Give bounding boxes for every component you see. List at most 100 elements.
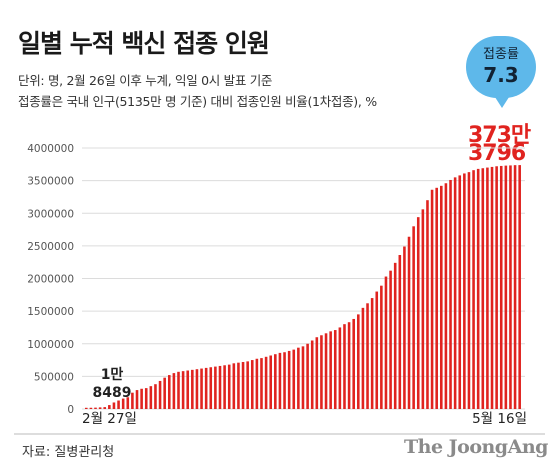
bar [384, 276, 388, 409]
bar [144, 388, 148, 409]
bar [154, 384, 157, 409]
bar [393, 262, 397, 409]
bar [499, 165, 503, 409]
bar [297, 347, 300, 409]
bar [310, 340, 314, 409]
bar [283, 352, 286, 409]
bar [329, 331, 332, 409]
bar [172, 373, 176, 409]
bar [181, 371, 185, 409]
bar [218, 365, 222, 409]
bar [149, 386, 153, 409]
bar [287, 350, 291, 409]
bar [403, 246, 406, 409]
y-tick-label: 0 [67, 404, 74, 416]
bar [440, 185, 443, 409]
bar [131, 392, 134, 409]
bar [453, 177, 457, 409]
bar [476, 168, 480, 409]
y-tick-label: 1500000 [27, 306, 74, 318]
bar [389, 270, 392, 409]
bar [366, 303, 369, 409]
bar [398, 255, 402, 409]
last-value-line2: 3796 [468, 141, 526, 166]
chart-subtitle-rate: 접종률은 국내 인구(5135만 명 기준) 대비 접종인원 비율(1차접종),… [18, 94, 377, 109]
bar [370, 298, 374, 409]
bar [292, 349, 296, 409]
brand-logo: The JoongAng [404, 436, 548, 458]
source-note: 자료: 질병관리청 [22, 445, 115, 460]
bar [301, 346, 305, 409]
bar [449, 179, 452, 409]
bubble-pointer [493, 94, 511, 108]
bar [315, 337, 319, 409]
bar [140, 388, 143, 409]
first-value-line2: 8489 [93, 385, 132, 401]
bar [223, 365, 226, 409]
bar [407, 236, 411, 409]
bar [191, 369, 194, 409]
bar [274, 354, 277, 409]
bar [412, 226, 415, 409]
bar [421, 209, 425, 409]
x-start-label: 2월 27일 [82, 411, 137, 427]
chart-title: 일별 누적 백신 접종 인원 [18, 29, 270, 58]
bar [214, 366, 217, 409]
bar [241, 362, 245, 409]
bar [209, 367, 213, 409]
bar [495, 166, 498, 409]
y-tick-label: 500000 [34, 371, 74, 383]
bar [333, 330, 337, 409]
bar [237, 362, 240, 409]
y-tick-label: 3000000 [27, 208, 74, 220]
vaccination-rate-label: 접종률 [483, 47, 519, 62]
bar [490, 166, 494, 409]
bar [416, 217, 420, 409]
bar [158, 380, 162, 409]
bar [458, 175, 462, 409]
bar [518, 165, 521, 409]
bar [167, 375, 171, 409]
bar [481, 168, 485, 409]
bar [343, 324, 346, 409]
vaccination-rate-value: 7.3 [483, 63, 519, 87]
bar [94, 407, 97, 409]
bar [444, 183, 448, 409]
bar [380, 285, 383, 409]
bar [467, 172, 471, 409]
y-tick-label: 4000000 [27, 143, 74, 155]
bar [200, 368, 203, 409]
bar [177, 371, 180, 409]
bar [338, 327, 342, 409]
last-value-line1: 373만 [468, 123, 531, 148]
bar [269, 355, 272, 409]
bar [85, 407, 88, 409]
bar [246, 361, 249, 409]
bar [463, 173, 466, 409]
bar [260, 358, 263, 409]
bar [435, 187, 438, 409]
y-tick-label: 2500000 [27, 241, 74, 253]
bar [112, 402, 116, 409]
bar [163, 377, 166, 409]
bar [232, 363, 236, 409]
bar [195, 369, 199, 409]
bar [117, 400, 120, 409]
bar [227, 364, 231, 409]
bar [98, 407, 102, 409]
bar [324, 333, 328, 409]
bar [357, 314, 360, 409]
bar [306, 343, 309, 409]
bar [121, 398, 125, 409]
bar [108, 405, 111, 409]
bar [472, 170, 475, 409]
y-tick-label: 3500000 [27, 176, 74, 188]
bar [250, 360, 254, 409]
bar [509, 165, 512, 409]
bar [186, 370, 190, 409]
vaccination-rate-bubble: 접종률 7.3 [466, 36, 536, 98]
first-value-line1: 1만 [101, 367, 124, 383]
bar [486, 167, 489, 409]
bar [135, 390, 139, 409]
